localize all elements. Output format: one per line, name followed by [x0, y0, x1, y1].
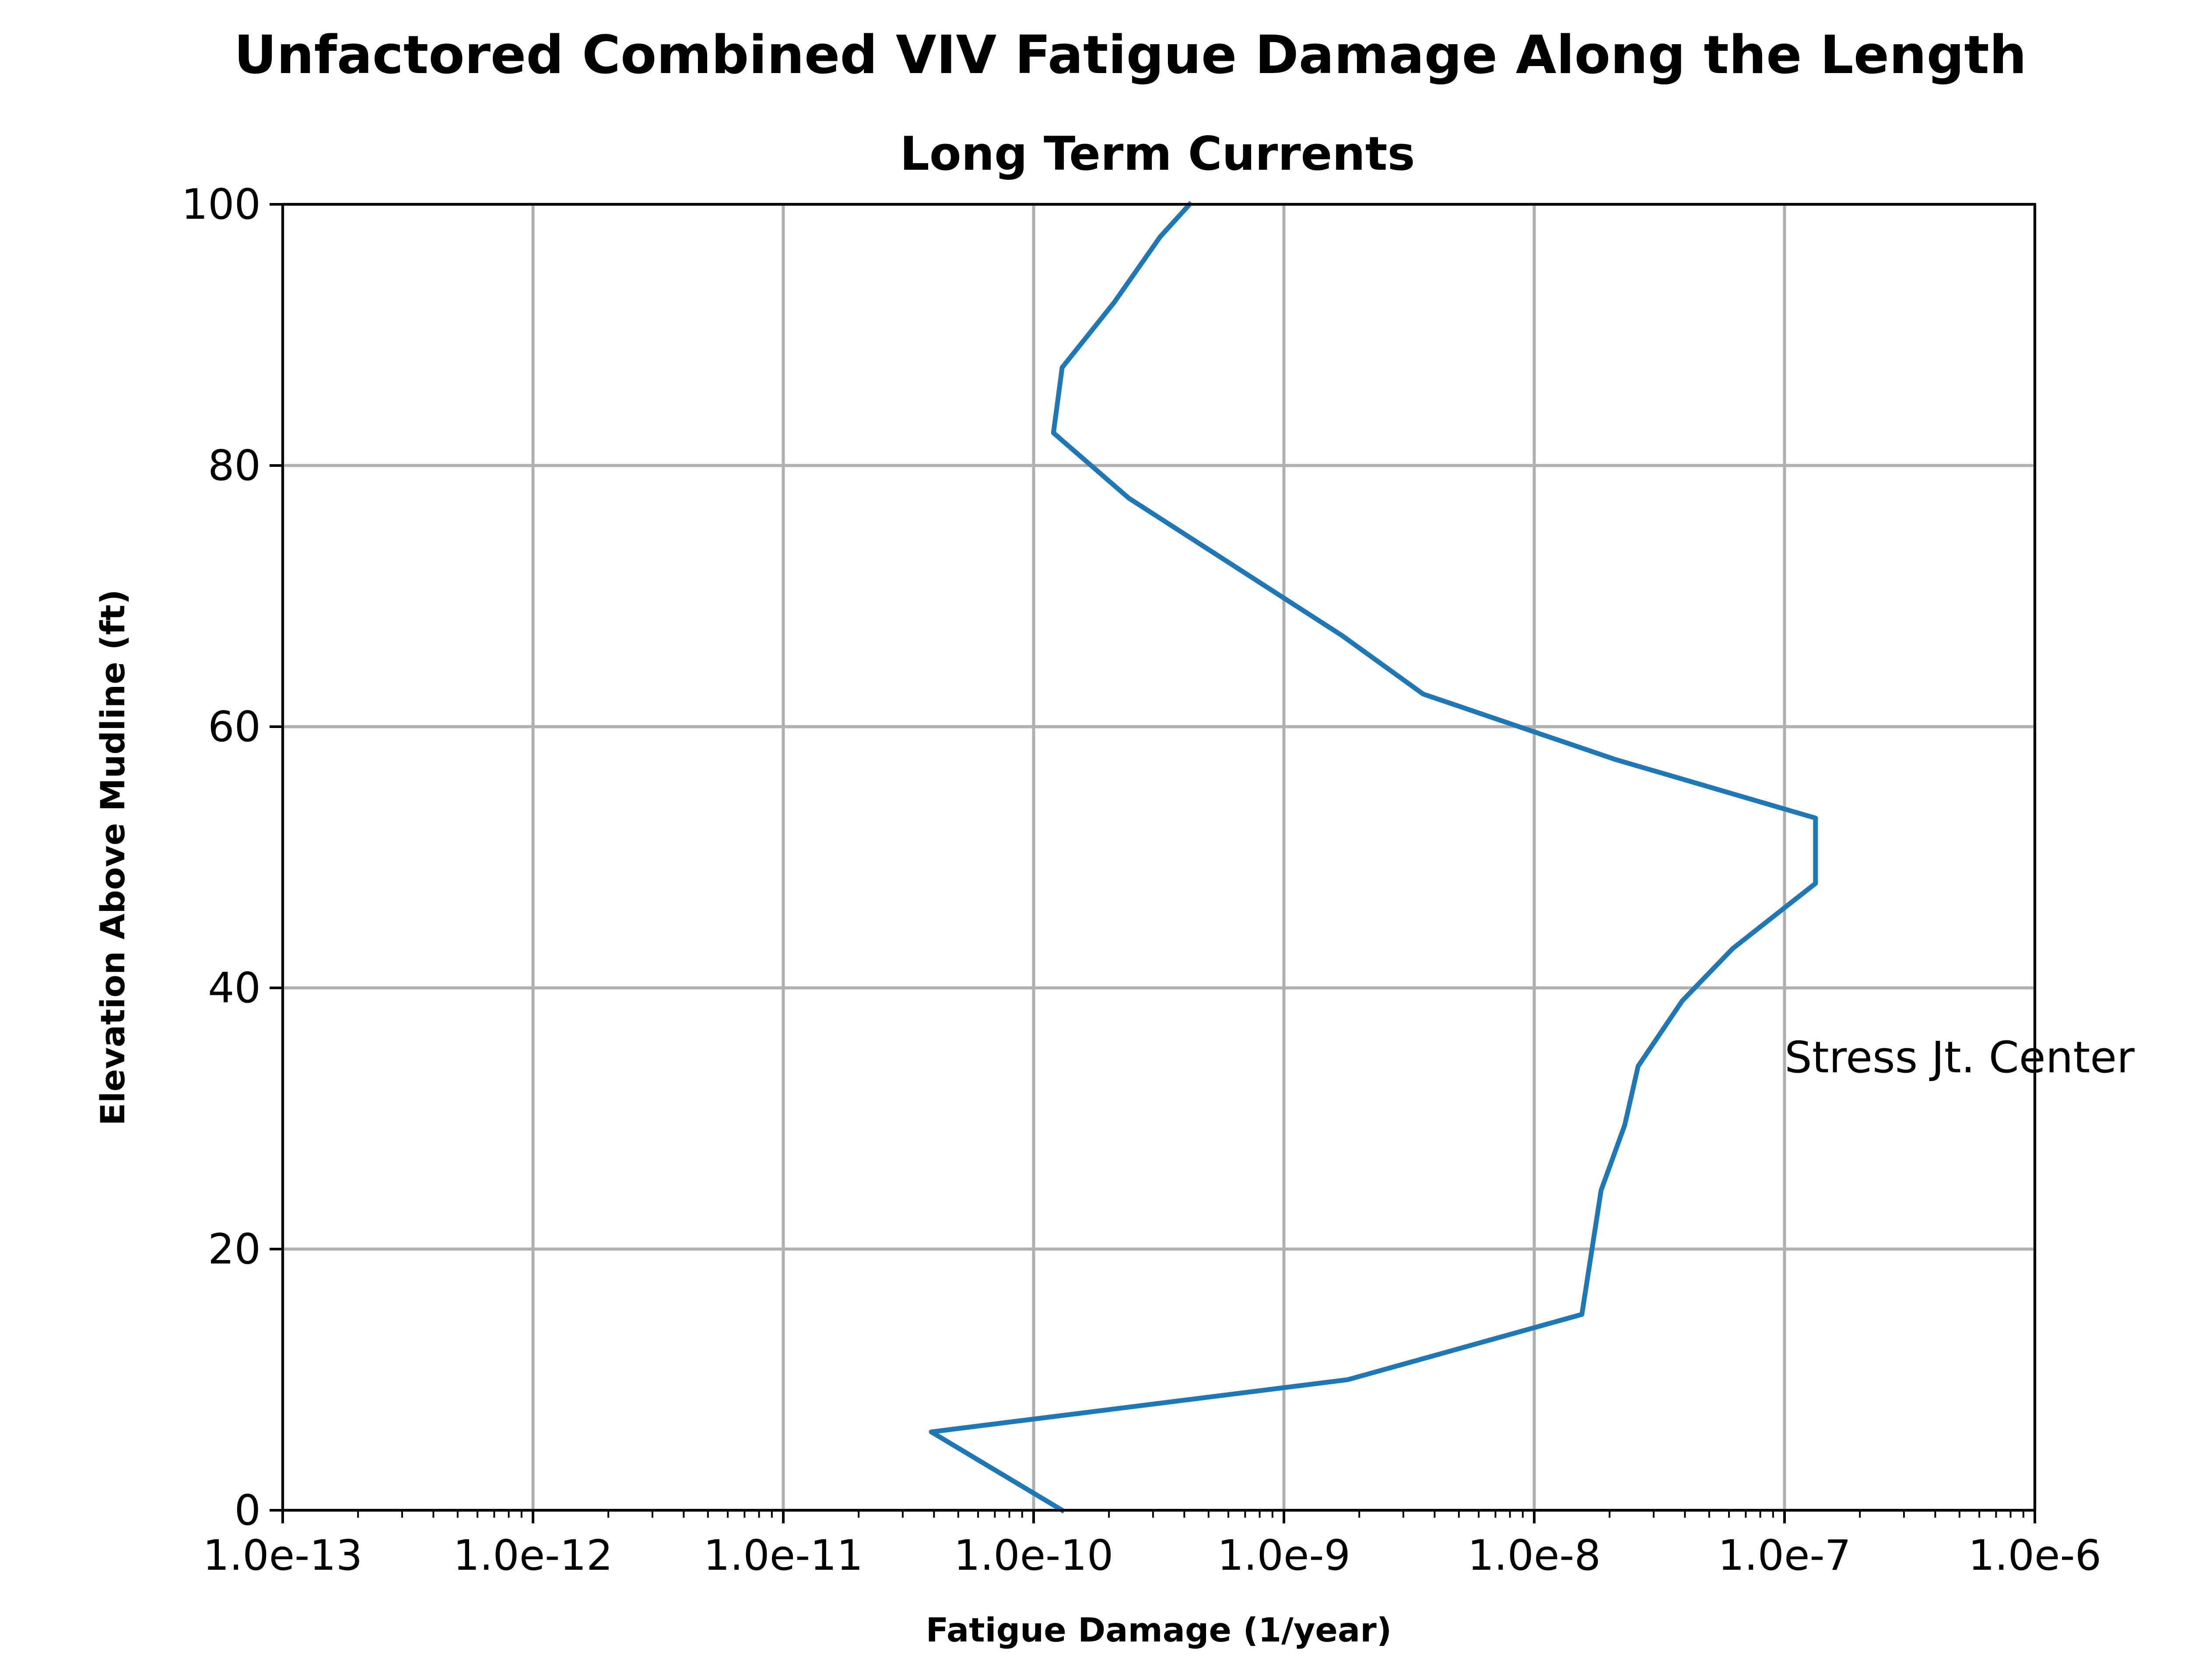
x-tick-label: 1.0e-11	[704, 1532, 863, 1580]
chart-subtitle: Long Term Currents	[900, 127, 1415, 181]
x-tick-label: 1.0e-8	[1468, 1532, 1601, 1580]
x-tick-label: 1.0e-7	[1718, 1532, 1851, 1580]
y-tick-label: 100	[182, 181, 261, 229]
grid	[281, 203, 2037, 1512]
x-tick-label: 1.0e-12	[453, 1532, 613, 1580]
x-tick-label: 1.0e-6	[1968, 1532, 2101, 1580]
x-tick-label: 1.0e-9	[1217, 1532, 1350, 1580]
x-tick-label: 1.0e-13	[203, 1532, 363, 1580]
y-tick-label: 0	[235, 1487, 261, 1535]
y-axis-label: Elevation Above Mudline (ft)	[93, 589, 132, 1126]
y-tick-label: 80	[208, 442, 261, 490]
plot-frame	[281, 203, 2036, 1512]
series-line-0	[929, 201, 1818, 1514]
x-tick-label: 1.0e-10	[954, 1532, 1114, 1580]
tick-marks	[270, 203, 2036, 1523]
annotations: Stress Jt. Center	[1785, 1032, 2135, 1083]
y-tick-label: 60	[208, 703, 261, 751]
chart-title: Unfactored Combined VIV Fatigue Damage A…	[234, 25, 2027, 86]
series-layer	[929, 201, 1818, 1514]
tick-labels: 1.0e-13 1.0e-12 1.0e-11 1.0e-10 1.0e-9 1.0e-8…	[182, 181, 2101, 1580]
y-tick-label: 20	[208, 1225, 261, 1274]
x-axis-label: Fatigue Damage (1/year)	[926, 1610, 1392, 1649]
y-tick-label: 40	[208, 964, 261, 1012]
annotation-text: Stress Jt. Center	[1785, 1032, 2135, 1083]
